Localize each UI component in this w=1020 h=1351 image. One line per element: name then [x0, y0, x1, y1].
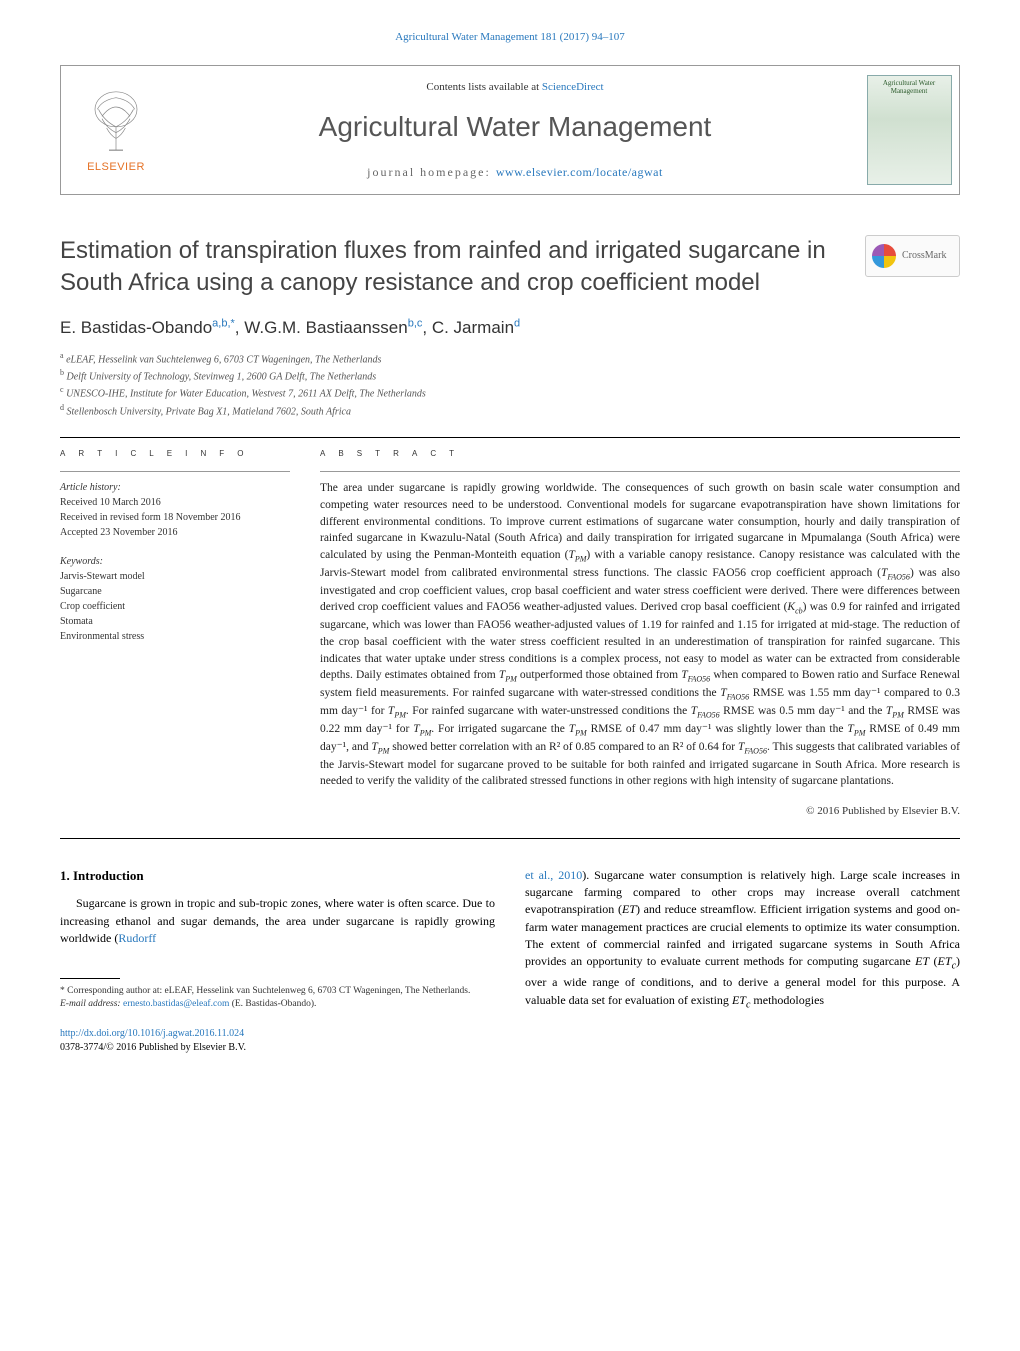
sciencedirect-link[interactable]: ScienceDirect [542, 81, 604, 93]
subdivider [320, 471, 960, 472]
intro-text-right: ). Sugarcane water consumption is relati… [525, 868, 960, 1007]
footnote-separator [60, 978, 120, 979]
abstract-copyright: © 2016 Published by Elsevier B.V. [320, 804, 960, 819]
footnote-corresponding: * Corresponding author at: eLEAF, Hessel… [60, 986, 470, 996]
journal-name: Agricultural Water Management [319, 107, 712, 146]
keywords-list: Jarvis-Stewart modelSugarcaneCrop coeffi… [60, 571, 145, 642]
divider [60, 838, 960, 839]
running-header: Agricultural Water Management 181 (2017)… [60, 30, 960, 45]
crossmark-icon [872, 244, 896, 268]
crossmark-label: CrossMark [902, 249, 946, 263]
publisher-logo: ELSEVIER [61, 66, 171, 194]
journal-homepage: journal homepage: www.elsevier.com/locat… [367, 164, 663, 181]
publisher-name: ELSEVIER [87, 160, 145, 175]
history-revised: Received in revised form 18 November 201… [60, 512, 241, 523]
contents-available: Contents lists available at ScienceDirec… [426, 80, 603, 95]
article-info-heading: A R T I C L E I N F O [60, 446, 290, 461]
homepage-link[interactable]: www.elsevier.com/locate/agwat [496, 165, 663, 179]
corresponding-author-footnote: * Corresponding author at: eLEAF, Hessel… [60, 985, 495, 1012]
divider [60, 437, 960, 438]
abstract-heading: A B S T R A C T [320, 446, 960, 461]
abstract-text: The area under sugarcane is rapidly grow… [320, 480, 960, 790]
issn-line: 0378-3774/© 2016 Published by Elsevier B… [60, 1042, 246, 1053]
article-title: Estimation of transpiration fluxes from … [60, 235, 865, 297]
keywords-label: Keywords: [60, 556, 103, 567]
history-accepted: Accepted 23 November 2016 [60, 527, 177, 538]
affiliations: a eLEAF, Hesselink van Suchtelenweg 6, 6… [60, 350, 960, 419]
history-label: Article history: [60, 482, 121, 493]
homepage-label: journal homepage: [367, 165, 496, 179]
body-left-column: 1. Introduction Sugarcane is grown in tr… [60, 867, 495, 1056]
citation-link[interactable]: et al., 2010 [525, 868, 582, 882]
crossmark-badge[interactable]: CrossMark [865, 235, 960, 277]
citation-link[interactable]: Rudorff [118, 931, 156, 945]
body-right-column: et al., 2010). Sugarcane water consumpti… [525, 867, 960, 1056]
subdivider [60, 471, 290, 472]
authors-line: E. Bastidas-Obandoa,b,*, W.G.M. Bastiaan… [60, 316, 960, 340]
elsevier-tree-icon [81, 86, 151, 156]
doi-link[interactable]: http://dx.doi.org/10.1016/j.agwat.2016.1… [60, 1028, 244, 1039]
doi-issn-block: http://dx.doi.org/10.1016/j.agwat.2016.1… [60, 1027, 495, 1055]
journal-header-box: ELSEVIER Contents lists available at Sci… [60, 65, 960, 195]
cover-title-text: Agricultural Water Management [872, 80, 947, 95]
keywords-block: Keywords: Jarvis-Stewart modelSugarcaneC… [60, 554, 290, 644]
history-received: Received 10 March 2016 [60, 497, 161, 508]
article-history: Article history: Received 10 March 2016 … [60, 480, 290, 540]
journal-cover-thumbnail: Agricultural Water Management [859, 66, 959, 194]
footnote-email-suffix: (E. Bastidas-Obando). [229, 999, 316, 1009]
author-email-link[interactable]: ernesto.bastidas@eleaf.com [123, 999, 229, 1009]
contents-prefix: Contents lists available at [426, 81, 541, 93]
introduction-heading: 1. Introduction [60, 867, 495, 886]
footnote-email-label: E-mail address: [60, 999, 123, 1009]
